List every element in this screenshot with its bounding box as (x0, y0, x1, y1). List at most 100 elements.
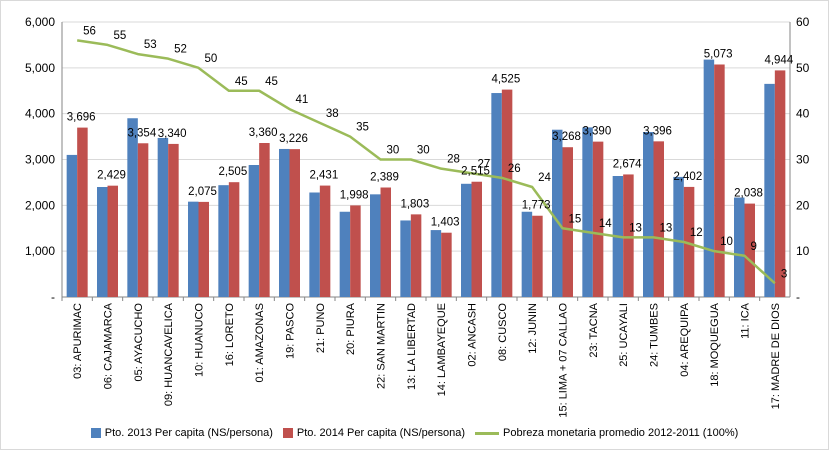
bar-2014-data-label: 3,340 (158, 128, 187, 140)
bar-2014 (168, 143, 179, 297)
bar-2014-data-label: 1,773 (522, 200, 551, 212)
y-tick-label: 2,000 (25, 198, 55, 212)
legend-swatch-2014 (282, 428, 293, 438)
poverty-data-label: 13 (629, 222, 642, 234)
bar-2014 (380, 187, 391, 297)
y-tick-label: 3,000 (25, 153, 55, 167)
x-tick-label: 12: JUNIN (527, 303, 539, 354)
bar-2014-data-label: 3,360 (249, 127, 278, 139)
x-tick-label: 25: UCAYALI (618, 303, 630, 367)
poverty-data-label: 50 (205, 53, 218, 65)
y2-tick-label: 60 (796, 15, 810, 29)
x-tick-label: 22: SAN MARTIN (376, 303, 388, 389)
poverty-data-label: 38 (326, 108, 339, 120)
bar-2014 (410, 214, 422, 297)
legend-item-poverty: Pobreza monetaria promedio 2012-2011 (10… (475, 427, 738, 439)
bar-2014-data-label: 2,389 (370, 172, 399, 184)
legend-label-2013: Pto. 2013 Per capita (NS/persona) (104, 427, 273, 439)
bar-2013 (582, 127, 593, 298)
bar-2013 (339, 211, 351, 297)
bar-2013 (461, 183, 472, 297)
x-tick-label: 17: MADRE DE DIOS (770, 303, 782, 409)
poverty-data-label: 28 (447, 154, 460, 166)
bar-2014 (714, 64, 725, 297)
x-tick-label: 24: TUMBES (649, 303, 661, 367)
bar-2013 (400, 220, 411, 297)
x-tick-label: 10: HUANUCO (194, 303, 206, 377)
poverty-data-label: 27 (478, 158, 491, 170)
x-tick-label: 11: ICA (740, 302, 752, 339)
x-tick-label: 15: LIMA + 07 CALLAO (558, 303, 570, 418)
x-tick-label: 18: MOQUEGUA (709, 302, 721, 386)
bar-2014-data-label: 2,075 (188, 186, 217, 198)
poverty-data-label: 30 (387, 145, 400, 157)
bar-2014 (501, 89, 513, 298)
bar-2014 (77, 127, 88, 297)
bar-2014-data-label: 3,390 (582, 126, 611, 138)
x-tick-label: 03: APURIMAC (72, 303, 84, 379)
x-tick-label: 16: LORETO (224, 303, 236, 367)
bar-2013 (66, 154, 78, 297)
bar-2014-data-label: 2,402 (673, 171, 702, 183)
bar-2014-data-label: 3,696 (67, 112, 96, 124)
bar-2014-data-label: 3,268 (552, 131, 581, 143)
bar-2013 (309, 192, 320, 297)
bar-2014 (350, 205, 361, 297)
poverty-data-label: 15 (569, 213, 582, 225)
y2-tick-label: 40 (796, 107, 810, 121)
bar-2014-data-label: 2,038 (734, 188, 763, 200)
y-tick-label: 4,000 (25, 107, 55, 121)
y2-tick-label: 50 (796, 61, 810, 75)
poverty-line (76, 39, 776, 285)
poverty-data-label: 45 (235, 76, 248, 88)
bar-2013 (643, 132, 654, 297)
bar-2014 (198, 201, 209, 297)
bar-2014-data-label: 1,998 (340, 189, 369, 201)
poverty-data-label: 13 (660, 222, 673, 234)
poverty-data-label: 41 (296, 94, 309, 106)
bar-2014 (653, 141, 664, 297)
poverty-data-label: 26 (508, 163, 521, 175)
poverty-data-label: 35 (356, 122, 369, 134)
legend-item-2014: Pto. 2014 Per capita (NS/persona) (282, 427, 465, 439)
poverty-data-label: 14 (599, 218, 612, 230)
y2-tick-label: - (796, 290, 800, 304)
bar-2013 (97, 187, 108, 297)
poverty-data-label: 45 (265, 76, 278, 88)
bar-2013 (218, 185, 229, 297)
x-tick-label: 23: TACNA (588, 302, 600, 357)
bar-2014 (562, 147, 573, 297)
x-tick-label: 13: LA LIBERTAD (406, 303, 418, 390)
x-tick-label: 08: CUSCO (497, 303, 509, 362)
bar-2013 (764, 83, 775, 297)
bar-2014 (441, 232, 452, 297)
bar-2014 (228, 182, 240, 297)
bar-2014 (744, 203, 755, 297)
poverty-data-label: 9 (751, 241, 757, 253)
bar-2014 (137, 143, 149, 297)
y-tick-label: 6,000 (25, 15, 55, 29)
x-tick-label: 09: HUANCAVELICA (163, 302, 175, 406)
bar-2014-data-label: 3,354 (127, 127, 156, 139)
bar-2013 (127, 118, 138, 297)
bar-2013 (248, 165, 260, 297)
legend-swatch-2013 (90, 428, 101, 438)
bar-2014 (107, 185, 118, 297)
x-tick-label: 04: AREQUIPA (679, 302, 691, 376)
bar-2013 (370, 194, 381, 297)
poverty-data-label: 52 (174, 44, 187, 56)
poverty-data-label: 24 (538, 172, 551, 184)
bar-2014-data-label: 2,505 (218, 166, 247, 178)
y-tick-label: 1,000 (25, 244, 55, 258)
y2-tick-label: 10 (796, 244, 810, 258)
y-tick-label: - (51, 290, 55, 304)
legend-swatch-poverty (475, 431, 500, 435)
poverty-data-label: 12 (690, 227, 703, 239)
x-tick-label: 20: PIURA (345, 302, 357, 355)
y2-tick-label: 30 (796, 153, 810, 167)
x-tick-label: 14: LAMBAYEQUE (436, 303, 448, 396)
bar-2013 (157, 137, 169, 297)
bar-2014 (623, 174, 634, 297)
